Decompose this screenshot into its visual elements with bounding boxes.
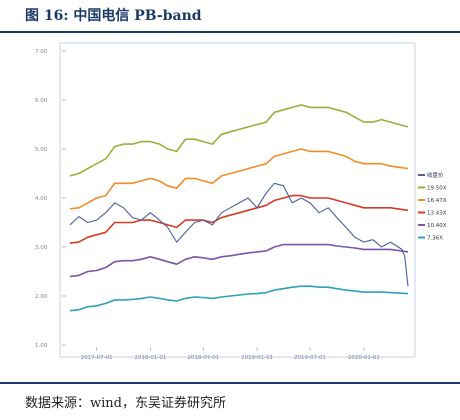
- x-tick-label: 2020-01-01: [348, 355, 380, 361]
- x-tick-label: 2018-01-01: [134, 355, 166, 361]
- series-line-10.40X: [69, 243, 409, 278]
- legend-label: 19.50X: [427, 186, 447, 192]
- legend-label: 16.47X: [427, 198, 447, 204]
- legend-label: 13.43X: [427, 211, 447, 217]
- source-note: 数据来源：wind，东吴证券研究所: [25, 396, 226, 411]
- title-rule: [0, 31, 460, 33]
- x-tick-label: 2017-07-01: [81, 355, 113, 361]
- y-tick-label: 7.00: [35, 49, 48, 55]
- y-tick-label: 2.00: [35, 294, 48, 300]
- y-tick-label: 6.00: [35, 98, 48, 104]
- series-line-16.47X: [69, 148, 409, 210]
- pb-band-chart: 1.002.003.004.005.006.007.00 2017-07-01 2…: [35, 42, 447, 361]
- figure-title: 图 16: 中国电信 PB-band: [25, 8, 202, 24]
- legend: 收盘价 19.50X 16.47X 13.43X 10.40X 7.36X: [418, 171, 447, 242]
- series-line-13.43X: [69, 194, 409, 244]
- series-line-收盘价: [69, 182, 409, 287]
- plot-frame: [59, 42, 416, 358]
- legend-label: 7.36X: [427, 236, 443, 242]
- series-line-19.50X: [69, 104, 409, 177]
- x-tick-label: 2019-07-01: [294, 355, 326, 361]
- series-line-7.36X: [69, 285, 409, 312]
- x-tick-label: 2018-07-01: [187, 355, 219, 361]
- source-rule: [0, 382, 460, 384]
- series-lines: [69, 104, 409, 312]
- y-tick-label: 1.00: [35, 343, 48, 349]
- y-tick-label: 5.00: [35, 147, 48, 153]
- x-axis-ticks: 2017-07-01 2018-01-01 2018-07-01 2019-01-01…: [81, 347, 380, 361]
- y-tick-label: 3.00: [35, 245, 48, 251]
- legend-label: 收盘价: [427, 171, 444, 179]
- y-axis-ticks: 1.00 2.00 3.00 4.00 5.00 6.00 7.00: [35, 49, 66, 349]
- legend-label: 10.40X: [427, 223, 447, 229]
- x-tick-label: 2019-01-01: [241, 355, 273, 361]
- y-tick-label: 4.00: [35, 196, 48, 202]
